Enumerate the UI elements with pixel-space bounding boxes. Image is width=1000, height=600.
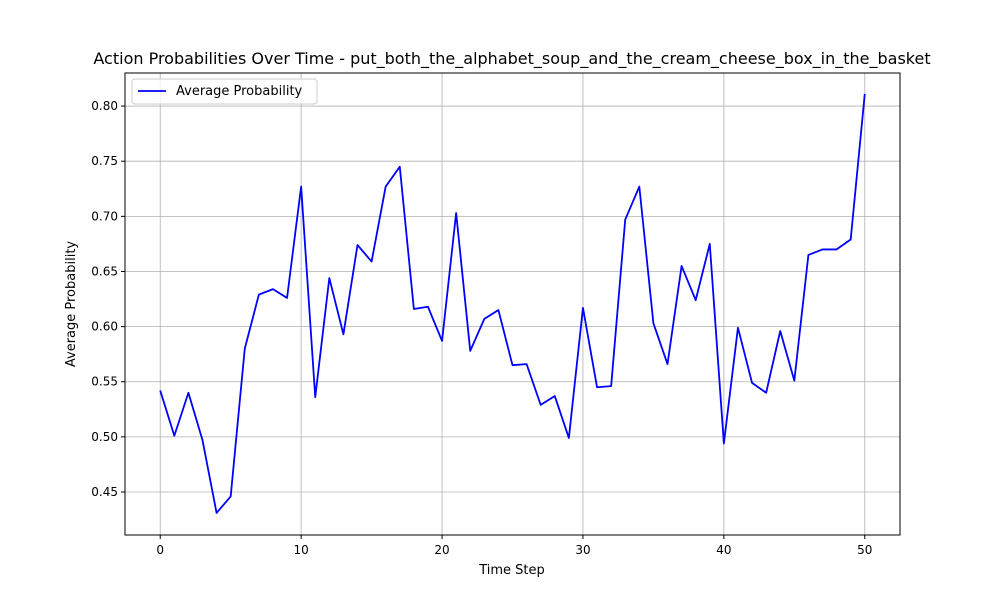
y-tick-label: 0.60 xyxy=(91,320,118,334)
y-axis-label: Average Probability xyxy=(64,241,79,368)
y-tick-label: 0.80 xyxy=(91,99,118,113)
y-tick-label: 0.45 xyxy=(91,485,118,499)
y-tick-label: 0.55 xyxy=(91,375,118,389)
y-tick-label: 0.65 xyxy=(91,264,118,278)
y-tick-label: 0.50 xyxy=(91,430,118,444)
grid xyxy=(125,73,900,535)
x-tick-label: 40 xyxy=(716,543,731,557)
x-tick-label: 0 xyxy=(156,543,164,557)
legend-box xyxy=(131,78,318,105)
x-tick-label: 20 xyxy=(434,543,449,557)
series-line-average-probability xyxy=(159,93,866,514)
y-axis-ticks: 0.45 0.50 0.55 0.60 0.65 0.70 0.75 0.80 xyxy=(91,99,125,499)
legend: Average Probability xyxy=(131,78,318,105)
x-tick-label: 10 xyxy=(293,543,308,557)
x-tick-label: 30 xyxy=(575,543,590,557)
x-tick-label: 50 xyxy=(857,543,872,557)
plot-frame xyxy=(124,72,901,536)
series-layer xyxy=(159,93,866,514)
chart-title: Action Probabilities Over Time - put_bot… xyxy=(93,49,930,69)
x-axis-ticks: 0 10 20 30 40 50 xyxy=(156,535,872,557)
y-tick-label: 0.75 xyxy=(91,154,118,168)
x-axis-label: Time Step xyxy=(478,563,545,578)
y-tick-label: 0.70 xyxy=(91,209,118,223)
legend-label: Average Probability xyxy=(176,84,303,99)
